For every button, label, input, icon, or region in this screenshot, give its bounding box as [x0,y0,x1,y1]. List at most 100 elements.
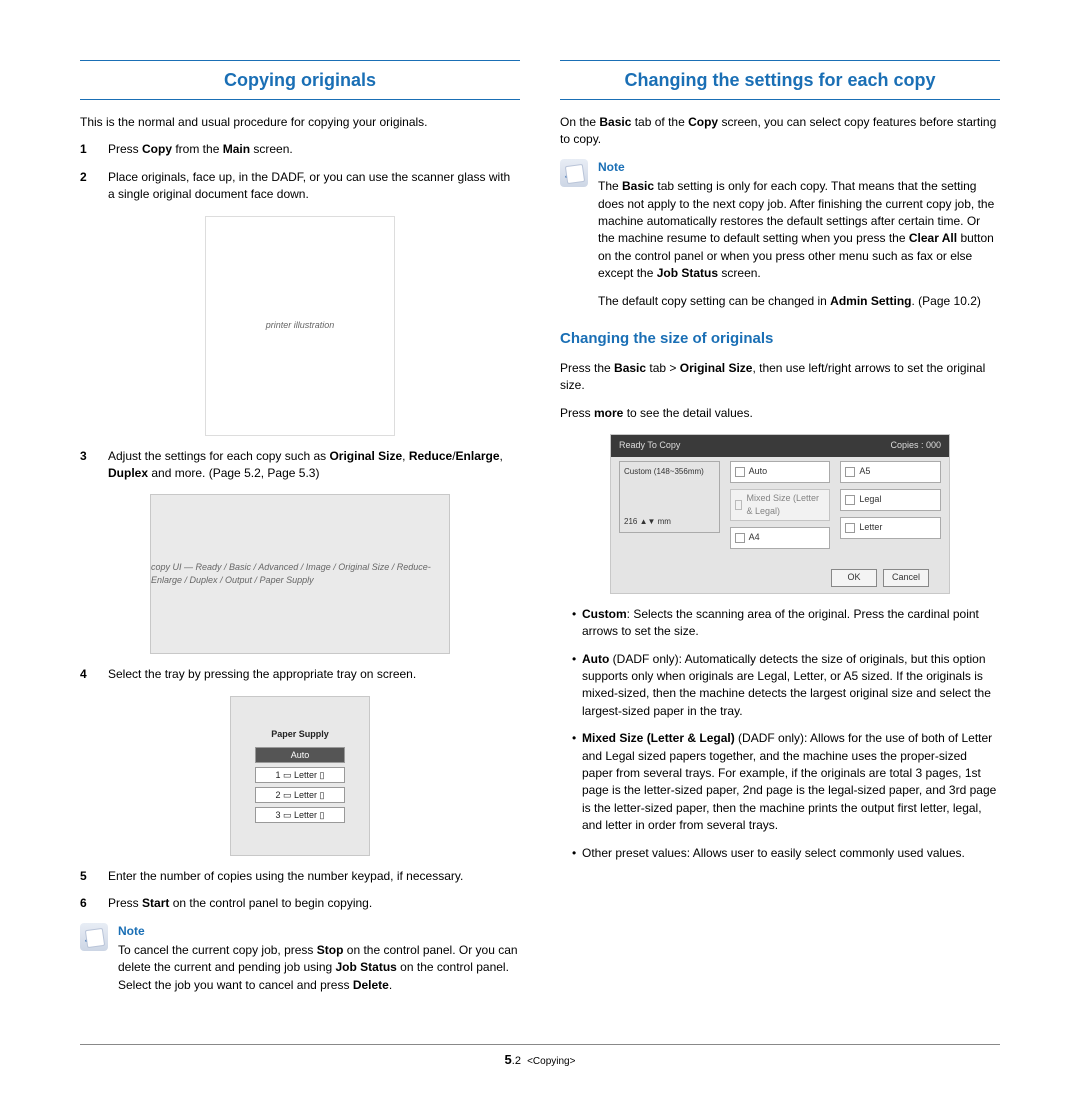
txt: (DADF only): Allows for the use of both … [582,731,996,832]
check-icon [735,467,745,477]
tray-title: Paper Supply [271,728,329,741]
sizeui-custom-val: 216 ▲▼ mm [624,516,715,528]
txt: Press the [560,361,614,375]
note-text: To cancel the current copy job, press St… [118,942,520,994]
bold: Delete [353,978,389,992]
printer-illustration: printer illustration [205,216,395,436]
left-column: Copying originals This is the normal and… [80,60,520,994]
size-ui-screenshot: Ready To Copy Copies : 000 Custom (148~3… [610,434,950,594]
bold: Auto [582,652,609,666]
bold: Copy [688,115,718,129]
txt: tab > [646,361,680,375]
page-footer: 5.2 <Copying> [80,1044,1000,1070]
tray-3: 3 ▭ Letter ▯ [255,807,345,823]
txt: , [500,449,503,463]
txt: Press [560,406,594,420]
step-1-text: Press Copy from the Main screen. [108,141,520,158]
right-column: Changing the settings for each copy On t… [560,60,1000,994]
bold: Basic [599,115,631,129]
bold: more [594,406,623,420]
sizeui-a4: A4 [730,527,831,549]
sizeui-titlebar: Ready To Copy Copies : 000 [611,435,949,457]
left-note: Note To cancel the current copy job, pre… [80,923,520,995]
note-heading: Note [598,159,1000,176]
bold: Admin Setting [830,294,911,308]
txt: , [402,449,409,463]
sizeui-ok: OK [831,569,877,587]
txt: screen. [718,266,761,280]
footer-page: .2 [512,1055,521,1067]
bullet-auto: Auto (DADF only): Automatically detects … [572,651,1000,721]
step-5-text: Enter the number of copies using the num… [108,868,520,885]
page-body: Copying originals This is the normal and… [80,60,1000,994]
lbl: Auto [749,465,768,478]
bold: Original Size [680,361,753,375]
left-intro: This is the normal and usual procedure f… [80,114,520,131]
bullet-list: Custom: Selects the scanning area of the… [560,606,1000,862]
footer-name: <Copying> [527,1056,575,1067]
note-p1: The Basic tab setting is only for each c… [598,178,1000,282]
bold: Original Size [329,449,402,463]
sizeui-foot: OK Cancel [831,569,929,587]
sizeui-letter: Letter [840,517,941,539]
txt: (DADF only): Automatically detects the s… [582,652,991,718]
note-heading: Note [118,923,520,940]
txt: screen. [250,142,293,156]
bold: Clear All [909,231,957,245]
tray-2: 2 ▭ Letter ▯ [255,787,345,803]
left-title: Copying originals [80,60,520,100]
txt: On the [560,115,599,129]
steps-list-2: 3 Adjust the settings for each copy such… [80,448,520,483]
step-2-num: 2 [80,169,98,204]
txt: The [598,179,622,193]
right-title: Changing the settings for each copy [560,60,1000,100]
bold: Main [223,142,250,156]
sizeui-auto: Auto [730,461,831,483]
sizeui-copies: Copies : 000 [890,439,941,452]
step-1: 1 Press Copy from the Main screen. [80,141,520,158]
note-icon [560,159,588,187]
sizeui-col-1: Custom (148~356mm) 216 ▲▼ mm [619,461,720,565]
tray-1: 1 ▭ Letter ▯ [255,767,345,783]
bold: Mixed Size (Letter & Legal) [582,731,735,745]
printer-figure: printer illustration [80,216,520,436]
bullet-custom: Custom: Selects the scanning area of the… [572,606,1000,641]
sizeui-a5: A5 [840,461,941,483]
txt: . [389,978,392,992]
lbl: A4 [749,531,760,544]
footer-chapter: 5 [505,1052,512,1067]
step-3-num: 3 [80,448,98,483]
txt: . (Page 10.2) [912,294,981,308]
lbl: Letter [859,521,882,534]
step-2: 2 Place originals, face up, in the DADF,… [80,169,520,204]
right-intro: On the Basic tab of the Copy screen, you… [560,114,1000,149]
step-6-num: 6 [80,895,98,912]
bold: Custom [582,607,627,621]
step-6: 6 Press Start on the control panel to be… [80,895,520,912]
sub-p1: Press the Basic tab > Original Size, the… [560,360,1000,395]
copyui-figure: copy UI — Ready / Basic / Advanced / Ima… [80,494,520,654]
bullet-mixed: Mixed Size (Letter & Legal) (DADF only):… [572,730,1000,834]
bold: Stop [317,943,344,957]
tray-auto: Auto [255,747,345,763]
txt: on the control panel to begin copying. [169,896,372,910]
txt: : Selects the scanning area of the origi… [582,607,979,638]
bullet-other: Other preset values: Allows user to easi… [572,845,1000,862]
bold: Job Status [657,266,718,280]
bold: Reduce [409,449,452,463]
txt: Press [108,142,142,156]
check-icon [845,467,855,477]
lbl: A5 [859,465,870,478]
bold: Basic [614,361,646,375]
txt: tab of the [631,115,688,129]
sizeui-cancel: Cancel [883,569,929,587]
txt: from the [172,142,223,156]
txt: and more. (Page 5.2, Page 5.3) [148,466,319,480]
sizeui-custom-lbl: Custom (148~356mm) [624,466,715,478]
bold: Job Status [336,960,397,974]
txt: Press [108,896,142,910]
sizeui-body: Custom (148~356mm) 216 ▲▼ mm Auto Mixed … [619,461,941,565]
sizeui-custom: Custom (148~356mm) 216 ▲▼ mm [619,461,720,533]
step-5: 5 Enter the number of copies using the n… [80,868,520,885]
txt: Adjust the settings for each copy such a… [108,449,329,463]
